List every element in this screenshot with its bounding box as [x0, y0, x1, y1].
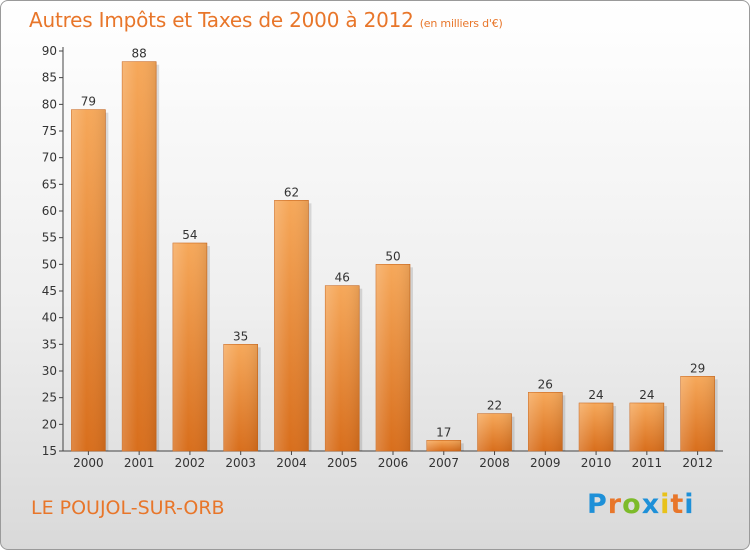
brand-letter: t: [670, 489, 684, 520]
bar-value-label: 50: [385, 249, 400, 263]
y-tick-label: 30: [42, 364, 57, 378]
bar-highlight: [681, 376, 715, 451]
brand-letter: P: [587, 489, 608, 520]
bars: 79 88 54 35 62 46 50 17 22 26 24 24 29: [71, 47, 717, 451]
bar-highlight: [325, 286, 359, 451]
bar-highlight: [427, 440, 461, 451]
bar-highlight: [122, 62, 156, 451]
bar-highlight: [274, 200, 308, 451]
bar-value-label: 46: [335, 271, 350, 285]
x-tick-label: 2006: [378, 456, 409, 470]
x-tick-label: 2000: [73, 456, 104, 470]
x-tick-label: 2001: [124, 456, 155, 470]
bar-value-label: 24: [639, 388, 654, 402]
y-tick-label: 55: [42, 231, 57, 245]
y-tick-label: 20: [42, 417, 57, 431]
y-tick-label: 90: [42, 44, 57, 58]
bar-value-label: 24: [588, 388, 603, 402]
y-tick-label: 35: [42, 337, 57, 351]
x-tick-label: 2002: [175, 456, 206, 470]
brand-logo: Proxiti: [587, 489, 695, 520]
bar-value-label: 79: [81, 95, 96, 109]
y-tick-label: 40: [42, 311, 57, 325]
y-tick-label: 25: [42, 391, 57, 405]
bar-highlight: [376, 264, 410, 451]
bar-highlight: [71, 110, 105, 451]
x-tick-label: 2009: [530, 456, 561, 470]
bar-highlight: [173, 243, 207, 451]
y-tick-label: 65: [42, 177, 57, 191]
location-label: LE POUJOL-SUR-ORB: [31, 497, 225, 519]
bar-value-label: 54: [182, 228, 197, 242]
bar-value-label: 35: [233, 329, 248, 343]
y-tick-label: 15: [42, 444, 57, 458]
x-tick-label: 2008: [479, 456, 510, 470]
brand-letter: i: [660, 489, 670, 520]
bar-value-label: 26: [538, 377, 553, 391]
bar-highlight: [630, 403, 664, 451]
bar-value-label: 88: [132, 47, 147, 61]
brand-letter: x: [642, 489, 660, 520]
bar-value-label: 62: [284, 185, 299, 199]
y-tick-label: 50: [42, 257, 57, 271]
bar-highlight: [224, 344, 258, 451]
y-axis: 15 20 25 30 35 40 45 50 55 60 65 70 75 80 85 90: [42, 44, 63, 458]
bar-value-label: 22: [487, 399, 502, 413]
x-tick-label: 2005: [327, 456, 358, 470]
bar-highlight: [579, 403, 613, 451]
x-tick-label: 2010: [581, 456, 612, 470]
x-tick-label: 2004: [276, 456, 307, 470]
y-tick-label: 75: [42, 124, 57, 138]
x-axis: 2000 2001 2002 2003 2004 2005 2006 2007 2008 2009…: [63, 451, 723, 470]
bar-highlight: [478, 414, 512, 451]
x-tick-label: 2012: [682, 456, 713, 470]
bar-highlight: [528, 392, 562, 451]
y-tick-label: 45: [42, 284, 57, 298]
bar-value-label: 17: [436, 425, 451, 439]
x-tick-label: 2007: [428, 456, 459, 470]
brand-letter: i: [684, 489, 694, 520]
y-tick-label: 70: [42, 151, 57, 165]
x-tick-label: 2003: [225, 456, 256, 470]
brand-letter: o: [622, 489, 642, 520]
y-tick-label: 80: [42, 97, 57, 111]
bar-value-label: 29: [690, 361, 705, 375]
brand-letter: r: [608, 489, 622, 520]
y-tick-label: 85: [42, 71, 57, 85]
x-tick-label: 2011: [632, 456, 663, 470]
y-tick-label: 60: [42, 204, 57, 218]
